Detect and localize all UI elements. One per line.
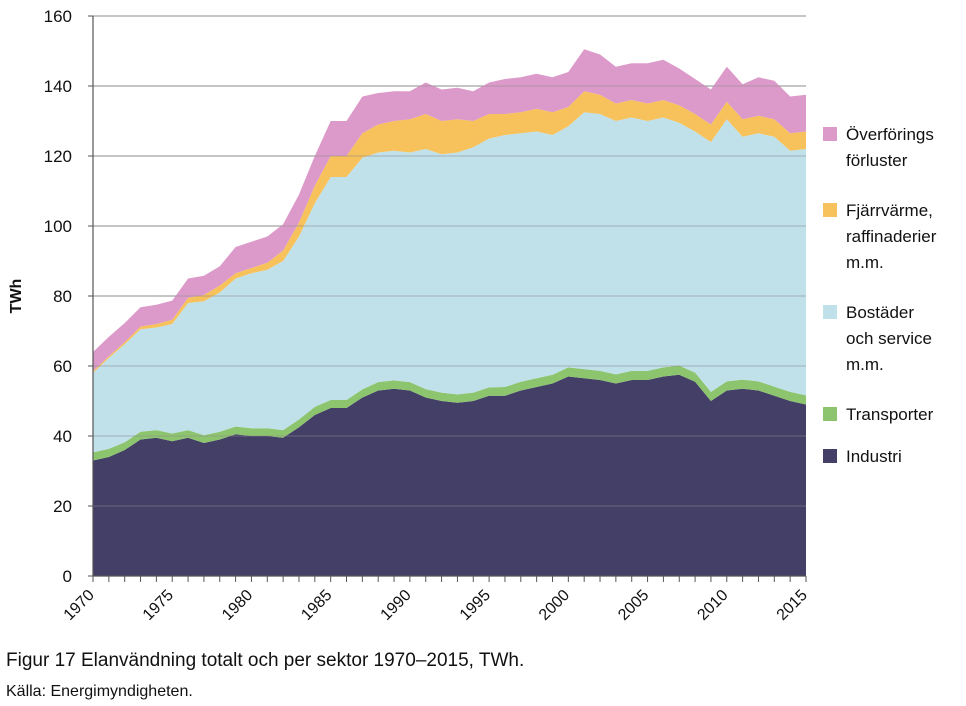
y-tick-label-20: 20 xyxy=(53,497,72,516)
legend-label: Bostäder xyxy=(846,303,914,322)
legend-swatch xyxy=(823,127,837,141)
legend-swatch xyxy=(823,203,837,217)
legend-swatch xyxy=(823,449,837,463)
y-tick-label-140: 140 xyxy=(44,77,72,96)
x-tick-label-2005: 2005 xyxy=(615,587,652,624)
legend-label: Överförings xyxy=(846,125,934,144)
legend-label: m.m. xyxy=(846,355,884,374)
legend: Överförings förluster Fjärrvärme, raffinade… xyxy=(823,125,937,466)
legend-label: Transporter xyxy=(846,405,934,424)
legend-label: förluster xyxy=(846,151,908,170)
x-tick-label-2010: 2010 xyxy=(694,587,731,624)
legend-item-4: Industri xyxy=(823,447,902,466)
x-tick-label-1995: 1995 xyxy=(457,587,494,624)
y-tick-label-120: 120 xyxy=(44,147,72,166)
figure-caption: Figur 17 Elanvändning totalt och per sek… xyxy=(6,650,525,671)
area-series-2 xyxy=(93,112,806,453)
x-tick-labels: 1970 1975 1980 1985 1990 1995 2000 2005 2010 2015 xyxy=(61,587,811,624)
y-tick-label-0: 0 xyxy=(63,567,72,586)
x-tick-label-1970: 1970 xyxy=(61,587,98,624)
area-series-4 xyxy=(93,49,806,372)
area-series xyxy=(93,15,806,576)
source-note: Källa: Energimyndigheten. xyxy=(6,683,193,700)
legend-item-1: Fjärrvärme, raffinaderier m.m. xyxy=(823,201,937,272)
x-tick-label-2015: 2015 xyxy=(774,587,811,624)
y-tick-label-40: 40 xyxy=(53,427,72,446)
x-tick-label-2000: 2000 xyxy=(536,587,573,624)
x-tick-label-1990: 1990 xyxy=(378,587,415,624)
y-tick-labels: 0 20 40 60 80 100 120 140 160 xyxy=(44,7,72,586)
x-tick-label-1975: 1975 xyxy=(140,587,177,624)
y-tick-label-160: 160 xyxy=(44,7,72,26)
y-tick-label-60: 60 xyxy=(53,357,72,376)
y-axis-label: TWh xyxy=(8,279,25,314)
y-tick-label-100: 100 xyxy=(44,217,72,236)
area-series-0 xyxy=(93,374,806,576)
legend-label: och service xyxy=(846,329,932,348)
axes xyxy=(88,15,807,582)
legend-label: Fjärrvärme, xyxy=(846,201,933,220)
legend-swatch xyxy=(823,407,837,421)
legend-label: raffinaderier xyxy=(846,227,937,246)
legend-item-2: Bostäder och service m.m. xyxy=(823,303,932,374)
x-tick-label-1985: 1985 xyxy=(298,587,335,624)
legend-item-3: Transporter xyxy=(823,405,934,424)
area-series-3 xyxy=(93,91,806,374)
legend-item-0: Överförings förluster xyxy=(823,125,934,170)
y-tick-label-80: 80 xyxy=(53,287,72,306)
legend-label: m.m. xyxy=(846,253,884,272)
legend-label: Industri xyxy=(846,447,902,466)
x-tick-label-1980: 1980 xyxy=(219,587,256,624)
legend-swatch xyxy=(823,305,837,319)
